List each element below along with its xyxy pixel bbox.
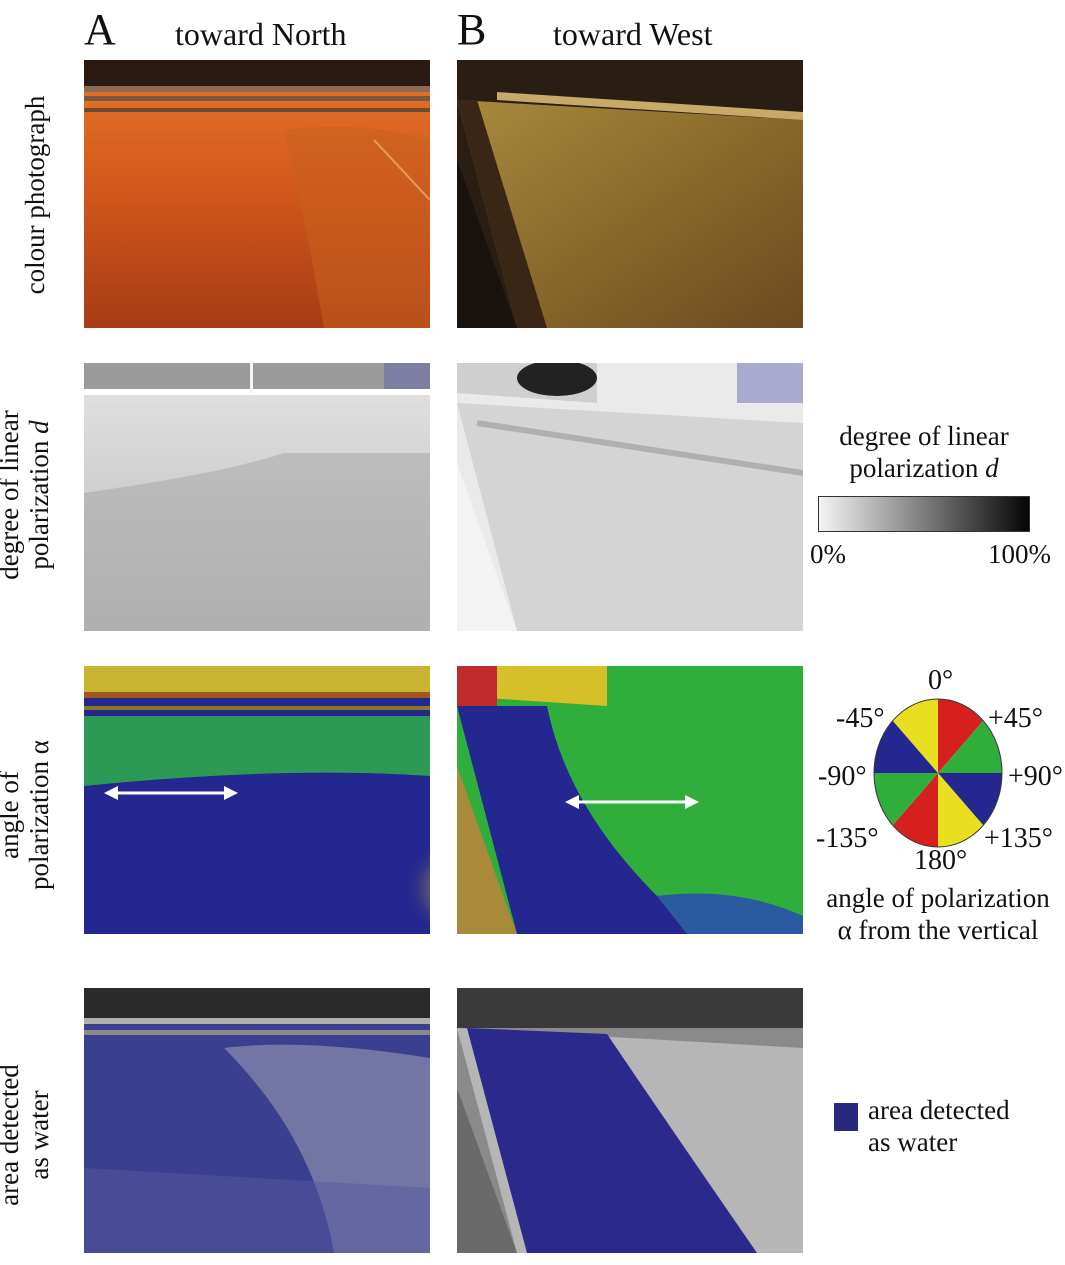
dop-max-label: 100% xyxy=(988,539,1051,569)
aop-label-plus45: +45° xyxy=(988,703,1043,734)
dop-legend-title: degree of linear polarization d xyxy=(839,421,1009,483)
column-b-title: toward West xyxy=(553,16,713,52)
aop-label-minus90: -90° xyxy=(818,761,867,792)
dop-min-label: 0% xyxy=(810,539,846,569)
aop-west xyxy=(457,666,803,934)
aop-legend: 0° -45° +45° -90° +90° -135° +135° 180° … xyxy=(816,660,1063,960)
aop-label-180: 180° xyxy=(914,845,968,876)
aop-legend-caption: angle of polarization α from the vertica… xyxy=(826,883,1050,945)
column-a-title: toward North xyxy=(175,16,347,52)
aop-label-minus135: -135° xyxy=(816,823,879,854)
photo-west-colour xyxy=(457,60,803,328)
dop-west xyxy=(457,363,803,631)
row-label-area-detected-as-water: area detected as water xyxy=(0,1064,54,1206)
water-north xyxy=(84,988,430,1253)
water-legend-label: area detected as water xyxy=(868,1095,1010,1157)
water-legend-swatch xyxy=(834,1103,858,1131)
aop-north xyxy=(84,666,430,934)
aop-label-plus90: +90° xyxy=(1008,761,1063,792)
aop-label-plus135: +135° xyxy=(984,823,1053,854)
column-b-letter: B xyxy=(457,5,487,54)
dop-colorbar xyxy=(818,496,1030,532)
row-label-degree-of-polarization: degree of linear polarization d xyxy=(0,410,54,580)
row-label-colour-photograph: colour photograph xyxy=(20,95,50,295)
dop-north xyxy=(84,363,430,631)
water-west xyxy=(457,988,803,1253)
aop-label-minus45: -45° xyxy=(836,703,885,734)
row-label-angle-of-polarization: angle of polarization α xyxy=(0,740,54,890)
aop-label-0: 0° xyxy=(928,665,954,696)
column-a-letter: A xyxy=(84,5,116,54)
photo-north-colour xyxy=(84,60,430,328)
aop-color-wheel xyxy=(873,698,1003,848)
